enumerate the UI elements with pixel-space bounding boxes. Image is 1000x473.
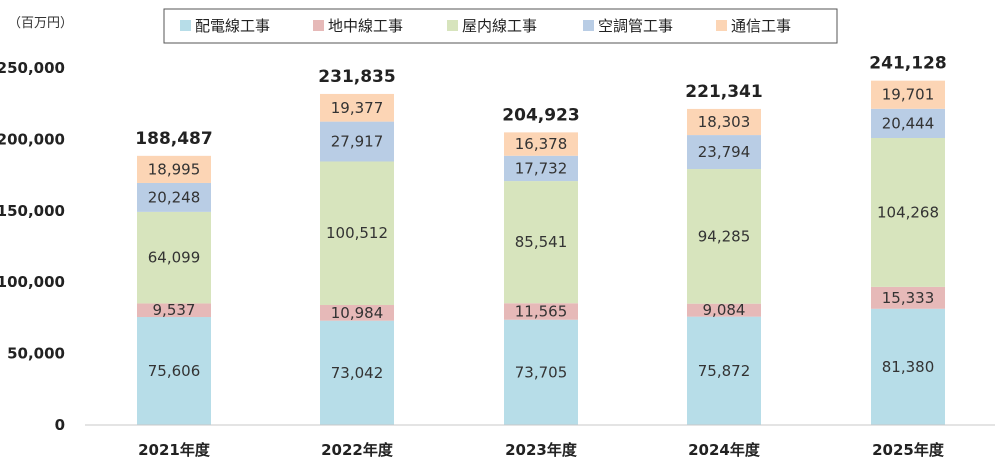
data-label: 75,606 [148,362,201,380]
y-tick-label: 0 [55,416,65,434]
bar-segment [871,286,945,309]
legend-swatch [447,20,458,31]
bar-segment [320,121,394,162]
data-label: 23,794 [698,143,751,161]
bar-segment [871,108,945,138]
data-label: 18,995 [148,160,201,178]
data-label: 10,984 [331,304,384,322]
total-label: 204,923 [502,105,579,125]
legend: 配電線工事 地中線工事 屋内線工事 空調管工事 通信工事 [163,8,838,44]
bar-stack: 81,380 15,333 104,268 20,444 19,701 241,128 [869,54,947,425]
bar-segment [320,320,394,425]
data-label: 75,872 [698,362,751,380]
bar-segment [871,137,945,287]
bar-segment [871,308,945,425]
y-tick-label: 150,000 [0,202,65,220]
y-tick-label: 50,000 [7,345,65,363]
data-label: 9,537 [153,301,196,319]
data-label: 16,378 [515,135,568,153]
data-label: 27,917 [331,133,384,151]
bar-segment [504,132,578,156]
bar-stack: 75,606 9,537 64,099 20,248 18,995 188,487 [135,129,213,425]
x-tick-label: 2025年度 [872,441,945,459]
data-label: 64,099 [148,249,201,267]
data-label: 17,732 [515,159,568,177]
y-tick-label: 100,000 [0,273,65,291]
bar-segment [504,155,578,182]
legend-item: 配電線工事 [180,17,270,35]
legend-item: 空調管工事 [583,17,673,35]
data-label: 81,380 [882,358,935,376]
total-label: 188,487 [135,129,212,149]
legend-swatch [583,20,594,31]
data-label: 19,701 [882,86,935,104]
bar-stack: 73,705 11,565 85,541 17,732 16,378 204,923 [502,105,580,425]
data-label: 104,268 [877,203,939,221]
bars: 75,606 9,537 64,099 20,248 18,995 188,487 73,0… [135,54,947,425]
data-label: 94,285 [698,227,751,245]
bar-segment [504,303,578,320]
bar-segment [687,303,761,317]
bar-segment [320,305,394,321]
data-label: 11,565 [515,302,568,320]
legend-label: 屋内線工事 [462,17,537,35]
legend-label: 地中線工事 [328,17,403,35]
y-axis: 0 50,000 100,000 150,000 200,000 250,000 [0,59,65,434]
bar-segment [320,93,394,122]
bar-segment [320,161,394,306]
bar-segment [137,182,211,212]
data-label: 18,303 [698,113,751,131]
data-label: 73,042 [331,364,384,382]
y-tick-label: 250,000 [0,59,65,77]
x-tick-label: 2022年度 [321,441,394,459]
legend-item: 地中線工事 [313,17,403,35]
bar-segment [137,155,211,183]
bar-segment [137,317,211,425]
data-label: 85,541 [515,233,568,251]
y-tick-label: 200,000 [0,130,65,148]
x-tick-label: 2023年度 [505,441,578,459]
legend-swatch [716,20,727,31]
x-axis: 2021年度 2022年度 2023年度 2024年度 2025年度 [138,441,945,459]
data-label: 19,377 [331,99,384,117]
bar-stack: 75,872 9,084 94,285 23,794 18,303 221,341 [685,82,763,425]
bar-segment [504,319,578,425]
total-label: 231,835 [318,67,395,87]
legend-swatch [313,20,324,31]
bar-segment [687,316,761,425]
bar-stack: 73,042 10,984 100,512 27,917 19,377 231,835 [318,67,396,425]
data-label: 20,444 [882,114,935,132]
x-tick-label: 2021年度 [138,441,211,459]
bar-segment [687,108,761,136]
legend-item: 屋内線工事 [447,17,537,35]
data-label: 20,248 [148,188,201,206]
y-axis-unit: （百万円） [8,16,73,31]
data-label: 15,333 [882,289,935,307]
legend-label: 空調管工事 [598,17,673,35]
data-label: 9,084 [703,301,746,319]
x-tick-label: 2024年度 [688,441,761,459]
bar-segment [137,211,211,304]
bar-segment [687,169,761,304]
legend-item: 通信工事 [716,17,791,35]
data-label: 73,705 [515,363,568,381]
total-label: 241,128 [869,54,946,74]
data-label: 100,512 [326,224,388,242]
bar-segment [687,135,761,170]
total-label: 221,341 [685,82,762,102]
legend-swatch [180,20,191,31]
bar-segment [871,80,945,109]
bar-segment [137,303,211,318]
legend-label: 通信工事 [731,17,791,35]
bar-segment [504,181,578,304]
legend-label: 配電線工事 [195,17,270,35]
